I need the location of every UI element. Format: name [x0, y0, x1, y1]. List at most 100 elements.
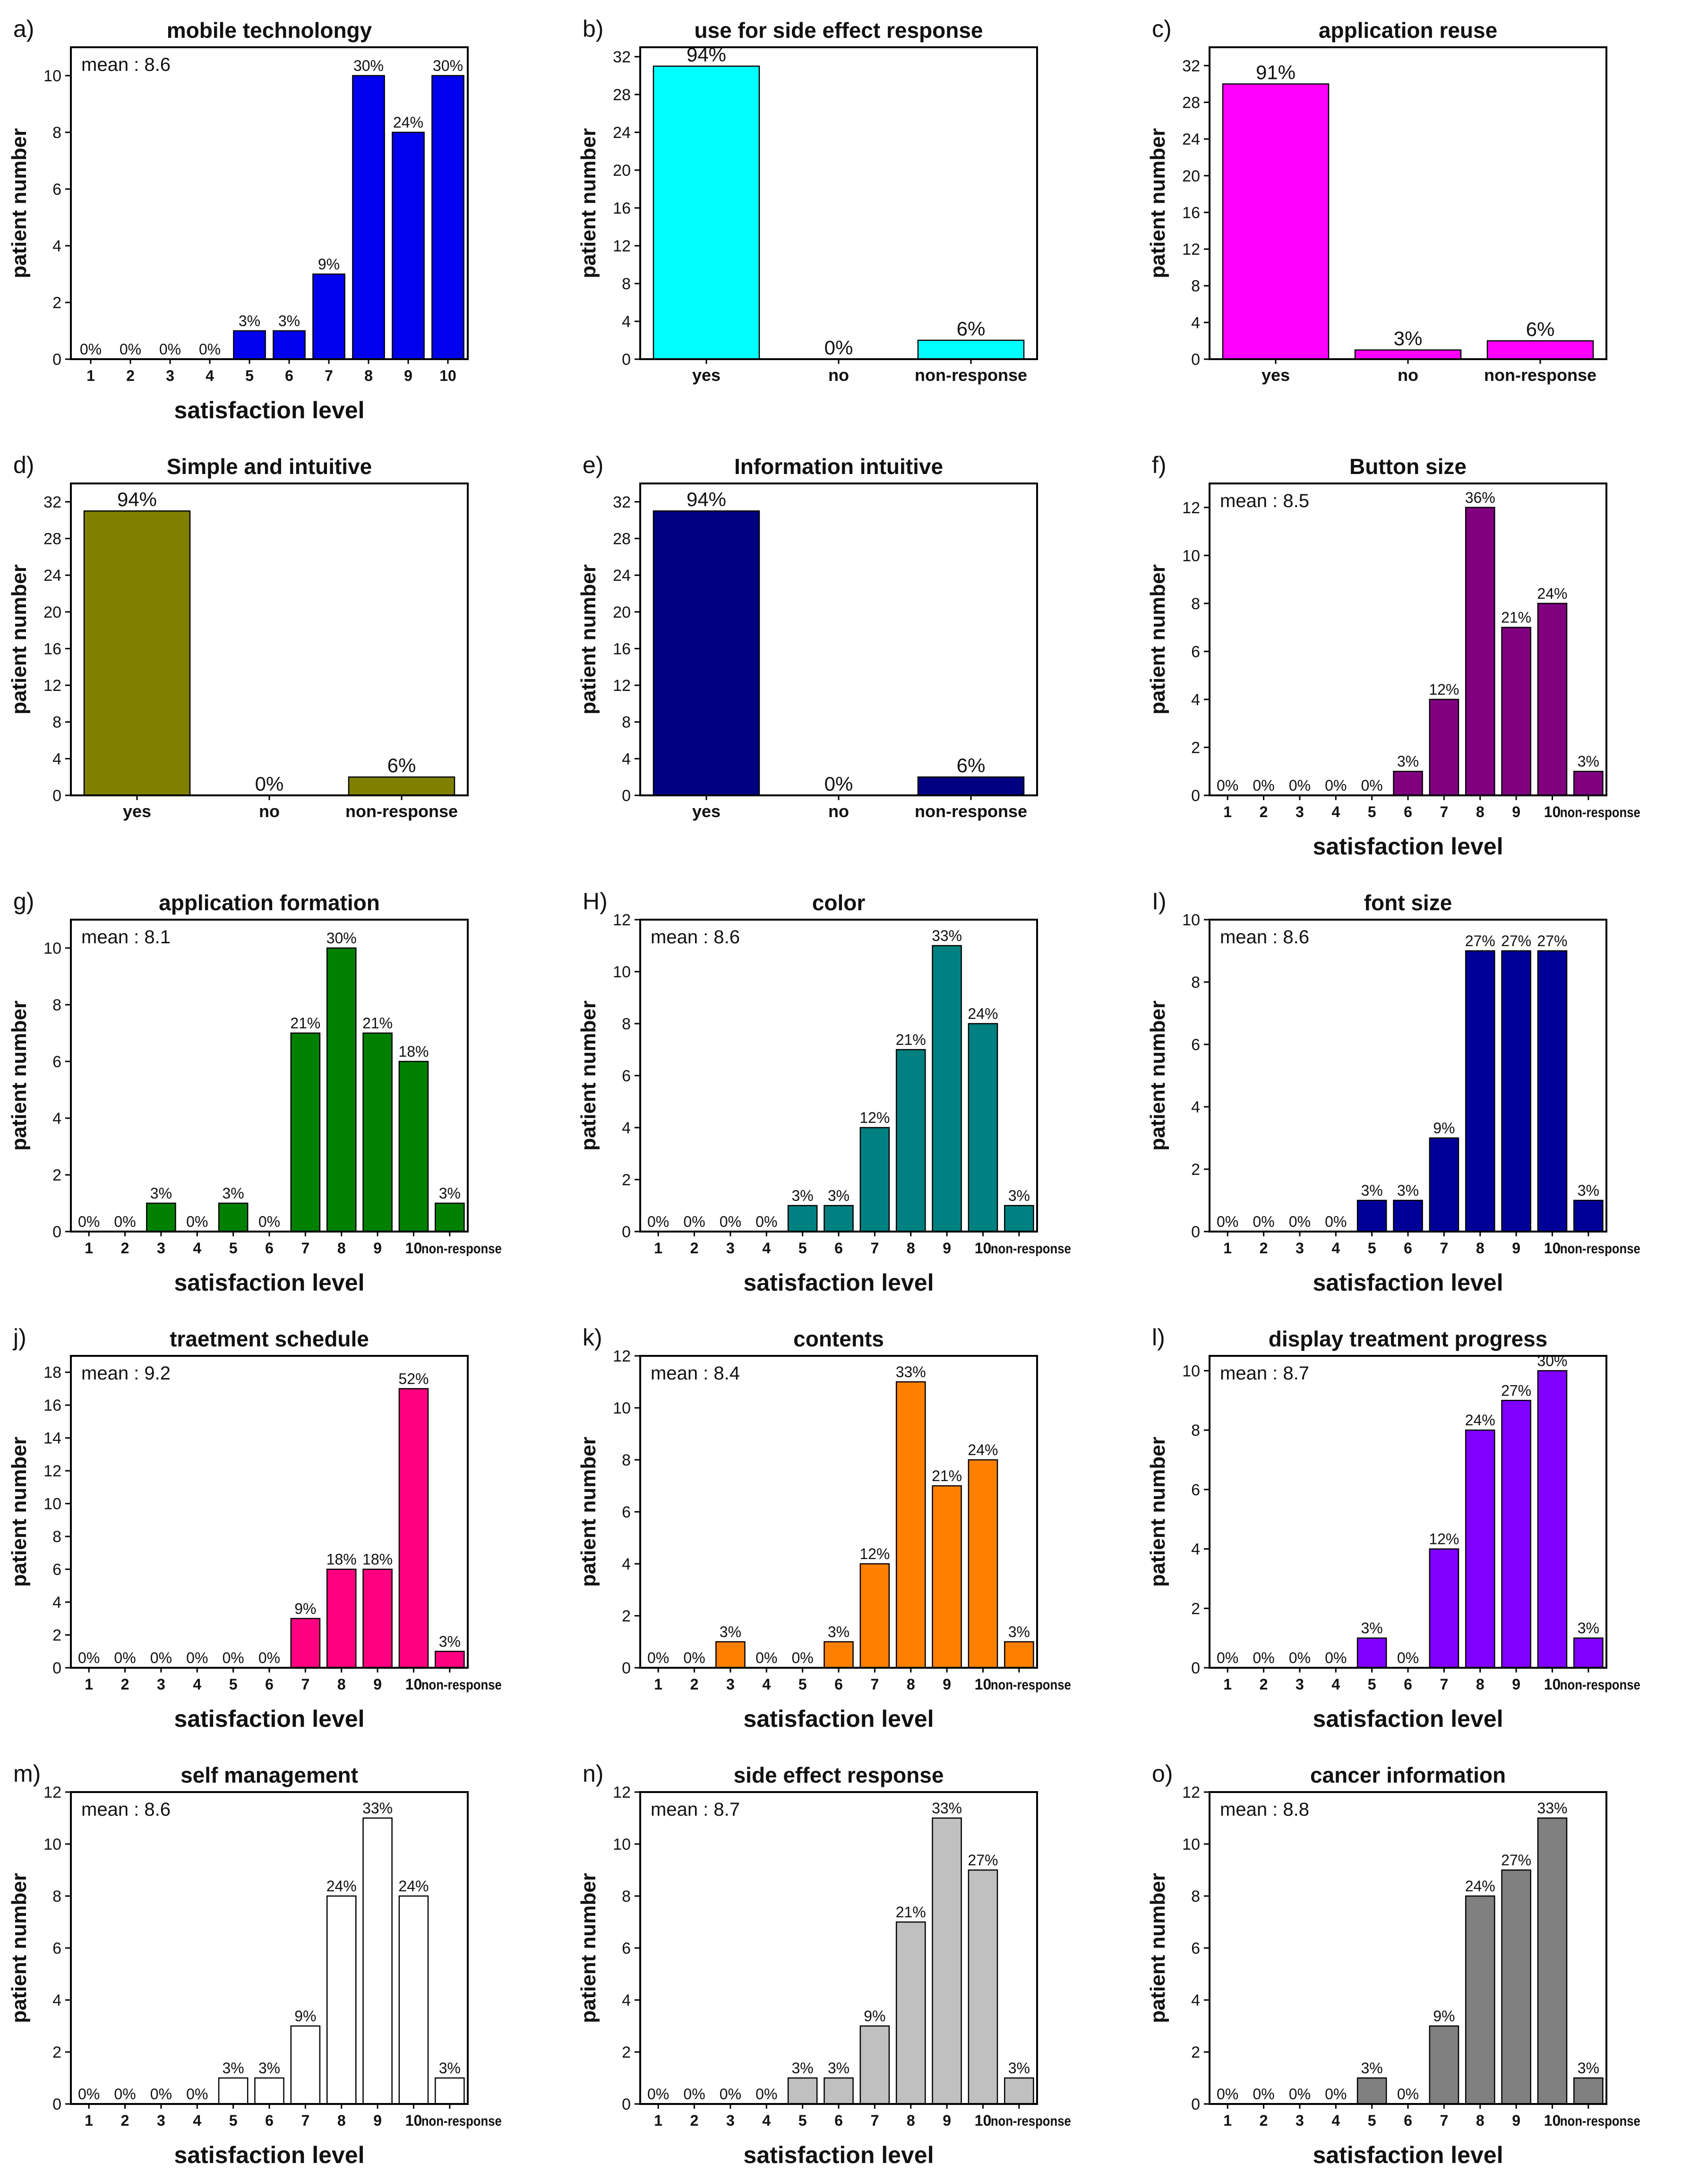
- data-label: 24%: [968, 1005, 998, 1022]
- category-label: 7: [1440, 1240, 1448, 1257]
- y-tick-label: 10: [1182, 1362, 1200, 1380]
- y-tick-label: 10: [43, 67, 61, 85]
- data-label: 24%: [1465, 1878, 1495, 1895]
- bar: [1501, 950, 1531, 1233]
- data-label: 0%: [1289, 1213, 1311, 1230]
- data-label: 24%: [1537, 585, 1567, 602]
- y-tick-label: 0: [1191, 2095, 1200, 2113]
- category-label: 5: [798, 1676, 807, 1693]
- y-tick-label: 0: [52, 1223, 61, 1241]
- category-label: non-response: [1484, 365, 1596, 385]
- category-label: 7: [325, 367, 333, 384]
- data-label: 24%: [326, 1878, 357, 1895]
- category-label: 3: [1296, 2112, 1304, 2129]
- plot-frame: [639, 483, 1038, 796]
- bar: [932, 1817, 962, 2105]
- chart-panel: m) self management patient number satisfact…: [8, 1760, 502, 2168]
- y-tick-label: 24: [613, 567, 631, 585]
- y-tick-label: 10: [613, 963, 631, 981]
- y-tick-label: 6: [52, 181, 61, 198]
- y-tick-label: 20: [613, 162, 631, 180]
- category-label: 9: [1512, 1676, 1520, 1693]
- chart-title: Information intuitive: [734, 454, 943, 479]
- category-label: 6: [285, 367, 293, 384]
- category-label: 9: [943, 1676, 951, 1693]
- category-label: 10: [975, 1676, 992, 1693]
- data-label: 0%: [1325, 1213, 1347, 1230]
- bar: [715, 1641, 746, 1669]
- data-label: 3%: [439, 2060, 461, 2077]
- y-tick-label: 4: [52, 1991, 61, 2009]
- bar: [431, 75, 464, 360]
- category-label: 7: [870, 2112, 879, 2129]
- bar: [1501, 1400, 1531, 1669]
- data-label: 3%: [439, 1185, 461, 1202]
- category-label: no: [828, 802, 849, 821]
- y-tick-label: 12: [613, 1347, 631, 1365]
- data-label: 30%: [353, 57, 384, 74]
- data-label: 6%: [957, 318, 986, 340]
- data-label: 0%: [114, 1649, 136, 1666]
- bar: [1537, 1817, 1568, 2105]
- category-label: 3: [1296, 1676, 1304, 1693]
- y-tick-label: 4: [622, 1119, 631, 1137]
- category-label: 9: [943, 2112, 951, 2129]
- data-label: 33%: [1537, 1800, 1567, 1817]
- panel-letter: e): [583, 452, 603, 478]
- panel-letter: b): [583, 16, 603, 42]
- bar: [218, 2077, 249, 2105]
- plot-frame: [70, 483, 469, 796]
- category-label: 4: [762, 1676, 771, 1693]
- y-tick-label: 12: [43, 1462, 61, 1480]
- x-axis-label: satisfaction level: [1313, 1706, 1503, 1732]
- bar: [1429, 1548, 1459, 1669]
- x-axis-label: satisfaction level: [174, 1706, 365, 1732]
- category-label: 9: [1512, 1240, 1520, 1257]
- bar: [398, 1895, 429, 2105]
- data-label: 21%: [290, 1015, 320, 1032]
- y-tick-label: 2: [52, 1627, 61, 1645]
- data-label: 3%: [150, 1185, 172, 1202]
- chart-title: cancer information: [1310, 1763, 1506, 1787]
- y-tick-label: 2: [52, 2043, 61, 2061]
- category-label: 3: [157, 1676, 165, 1693]
- category-label: 4: [1331, 1676, 1340, 1693]
- y-tick-label: 6: [1191, 1940, 1200, 1957]
- data-label: 3%: [1578, 2060, 1599, 2077]
- y-tick-label: 18: [43, 1364, 61, 1382]
- y-tick-label: 4: [1191, 1541, 1200, 1559]
- bar: [932, 945, 962, 1233]
- plot-frame: [70, 1355, 469, 1669]
- data-label: 0%: [120, 341, 141, 358]
- panel-letter: m): [13, 1760, 41, 1787]
- data-label: 9%: [864, 2008, 885, 2025]
- data-label: 33%: [932, 1800, 962, 1817]
- data-label: 0%: [1217, 2086, 1238, 2103]
- bar: [362, 1032, 393, 1233]
- category-label: 9: [943, 1240, 951, 1257]
- category-label: 10: [405, 1240, 422, 1257]
- bar: [1004, 1205, 1034, 1233]
- data-label: 9%: [318, 256, 340, 273]
- category-label: 1: [654, 2112, 662, 2129]
- y-tick-label: 4: [52, 750, 61, 768]
- y-tick-label: 0: [622, 351, 631, 369]
- bar: [146, 1202, 176, 1233]
- y-tick-label: 24: [43, 567, 61, 585]
- category-label: non-response: [991, 2113, 1071, 2129]
- y-tick-label: 12: [613, 677, 631, 695]
- category-label: 4: [193, 1676, 201, 1693]
- data-label: 3%: [828, 1187, 850, 1204]
- chart-title: side effect response: [734, 1763, 944, 1787]
- data-label: 27%: [1537, 932, 1567, 949]
- data-label: 0%: [683, 2086, 705, 2103]
- data-label: 3%: [1578, 1182, 1599, 1199]
- y-tick-label: 8: [1191, 277, 1200, 295]
- category-label: 7: [1440, 2112, 1448, 2129]
- chart-title: font size: [1364, 890, 1452, 915]
- category-label: 4: [762, 2112, 771, 2129]
- y-tick-label: 28: [1182, 94, 1200, 112]
- data-label: 0%: [159, 341, 181, 358]
- category-label: 8: [1476, 1676, 1485, 1693]
- category-label: 6: [834, 2112, 843, 2129]
